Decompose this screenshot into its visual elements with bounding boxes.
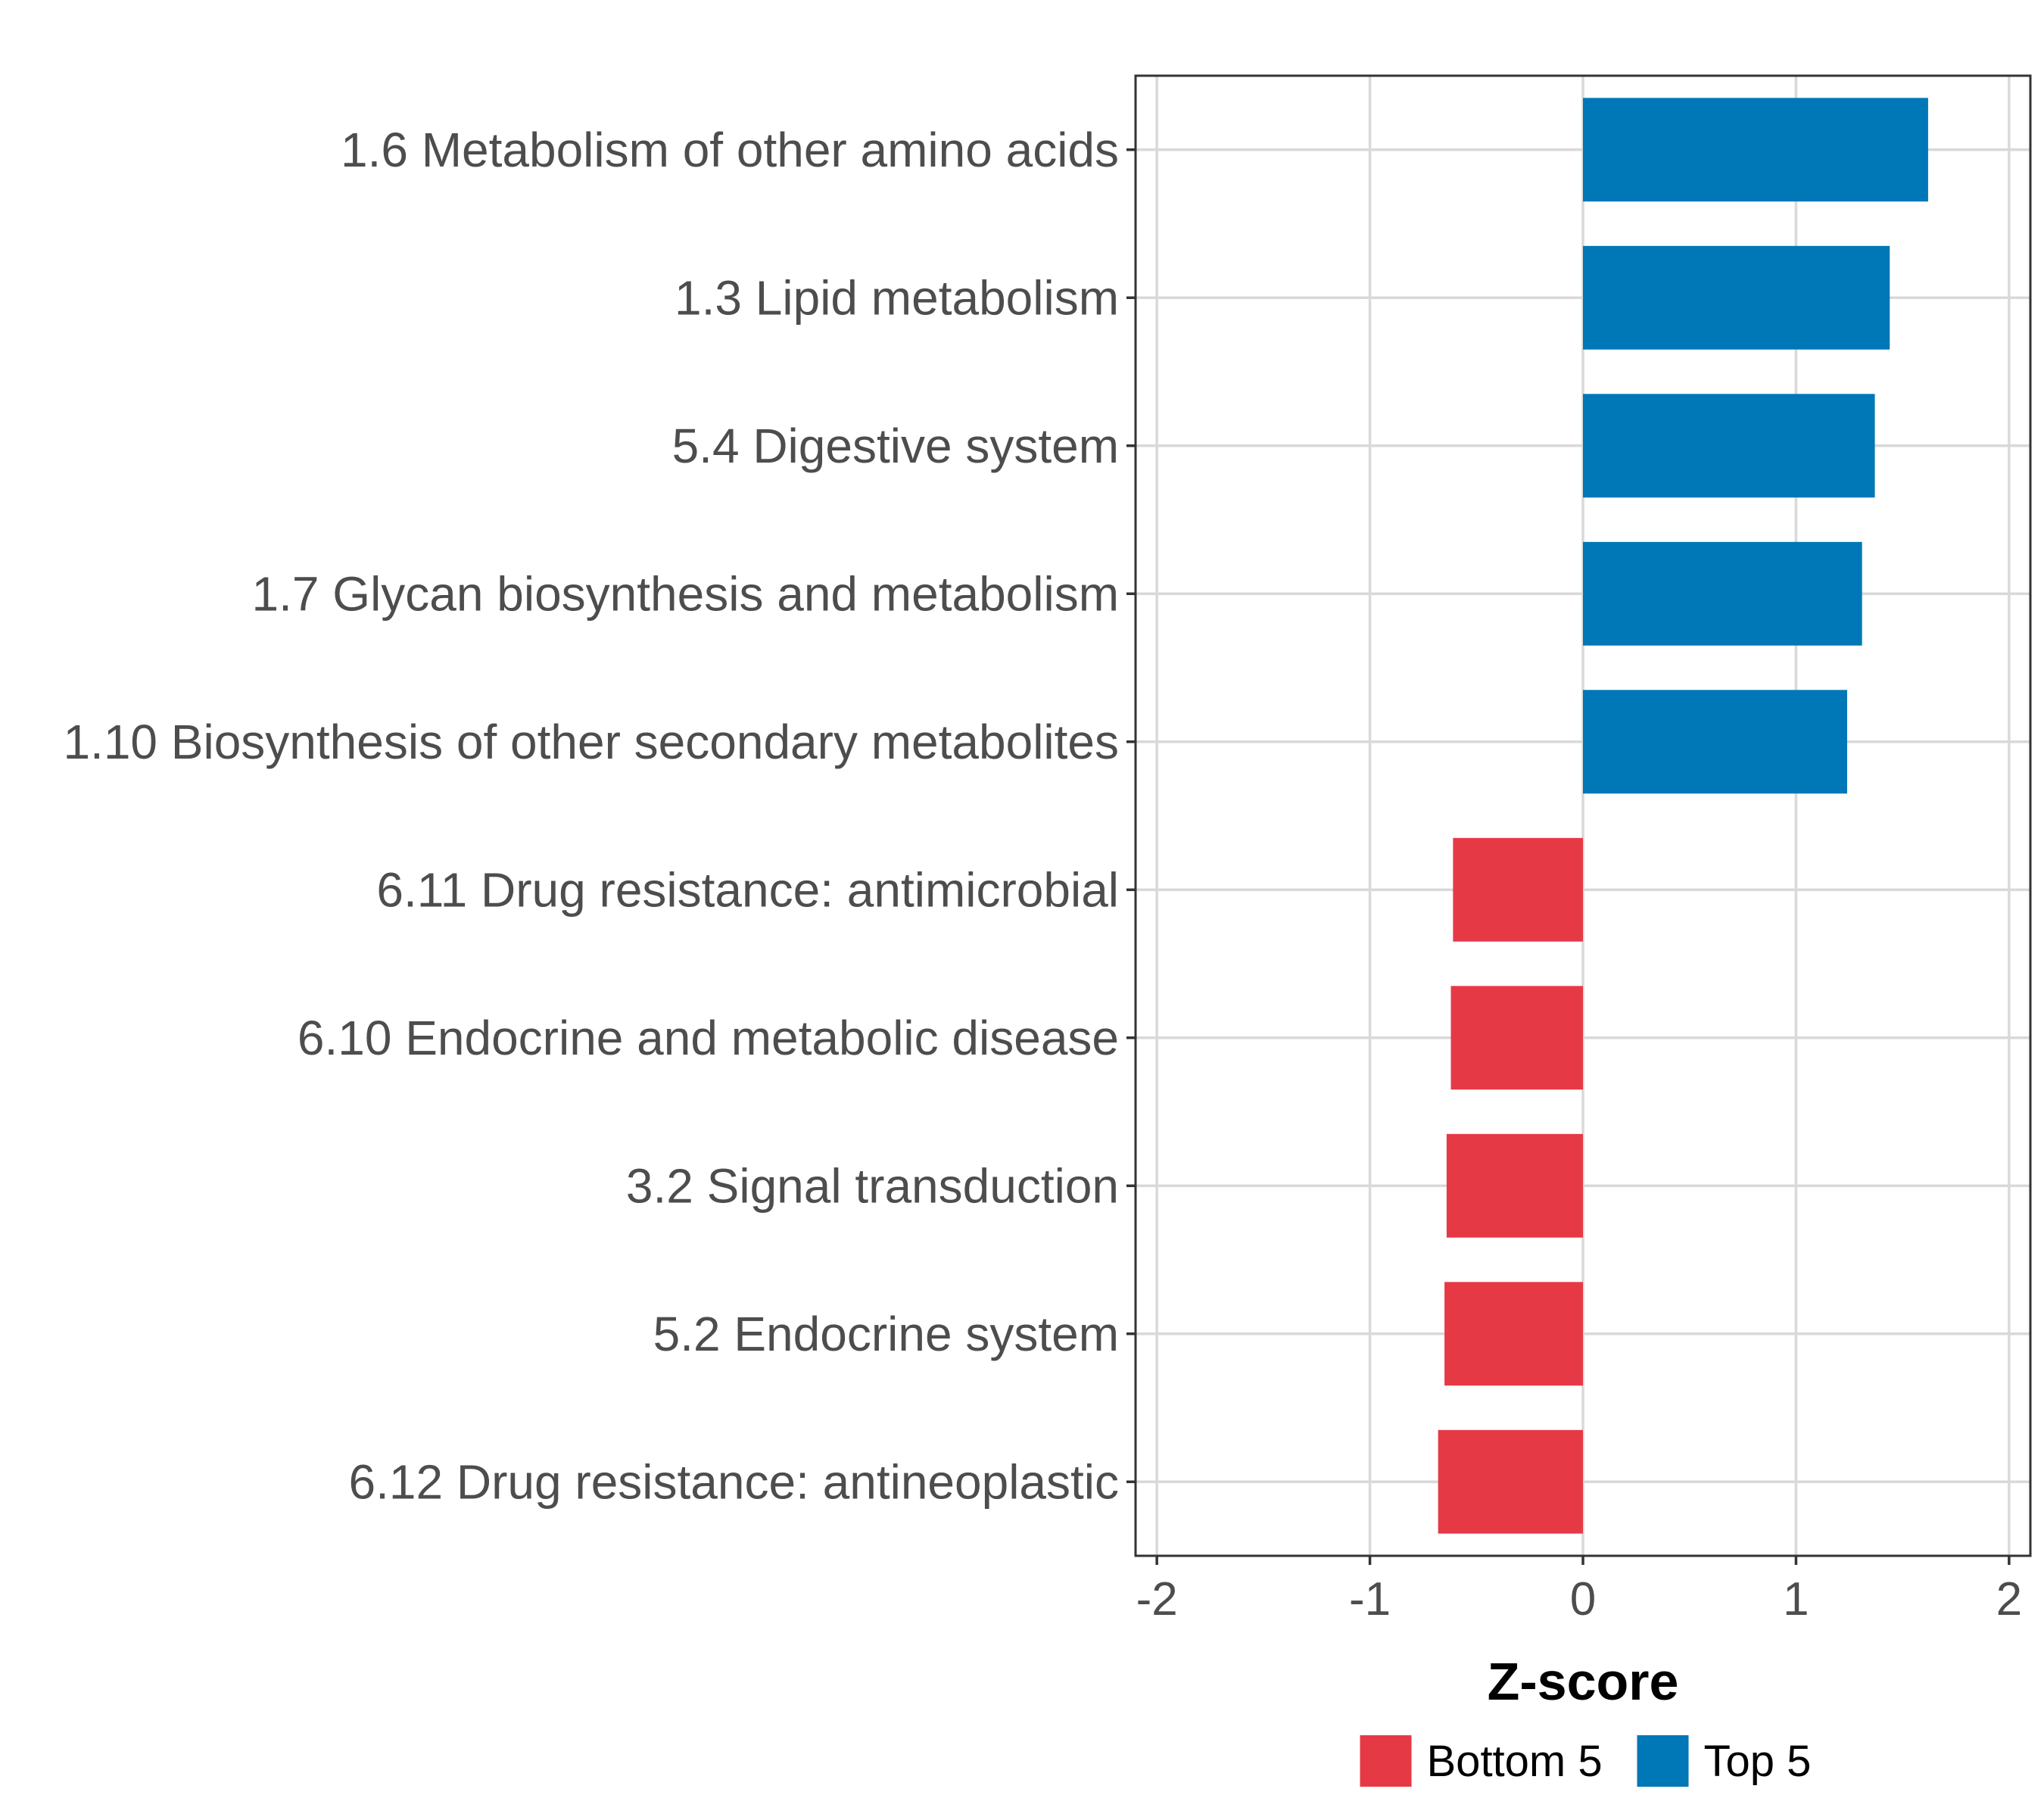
legend: Bottom 5 Top 5 xyxy=(1360,1735,1812,1787)
y-axis: 1.6 Metabolism of other amino acids 1.3 L… xyxy=(63,123,1136,1509)
legend-label-1: Bottom 5 xyxy=(1427,1737,1603,1786)
legend-swatch-1 xyxy=(1360,1735,1412,1787)
category-label: 6.10 Endocrine and metabolic disease xyxy=(298,1011,1119,1065)
category-label: 6.11 Drug resistance: antimicrobial xyxy=(376,862,1119,917)
bars xyxy=(1438,98,1928,1534)
bar-8 xyxy=(1446,1133,1583,1238)
bar-4 xyxy=(1583,541,1862,646)
legend-swatch-2 xyxy=(1637,1735,1689,1787)
legend-label-2: Top 5 xyxy=(1704,1737,1812,1786)
bar-1 xyxy=(1583,98,1928,202)
x-tick-label: 2 xyxy=(1996,1573,2022,1625)
category-label: 1.6 Metabolism of other amino acids xyxy=(341,123,1119,177)
x-axis-title: Z-score xyxy=(1488,1652,1679,1711)
x-tick-label: 0 xyxy=(1570,1573,1596,1625)
bar-5 xyxy=(1583,690,1847,794)
category-label: 6.12 Drug resistance: antineoplastic xyxy=(349,1454,1119,1509)
category-label: 1.3 Lipid metabolism xyxy=(675,270,1119,325)
x-tick-label: -2 xyxy=(1136,1573,1178,1625)
x-axis: -2 -1 0 1 2 xyxy=(1136,1556,2022,1625)
category-label: 5.2 Endocrine system xyxy=(653,1307,1119,1361)
x-tick-label: 1 xyxy=(1783,1573,1809,1625)
category-label: 3.2 Signal transduction xyxy=(626,1158,1119,1213)
bar-9 xyxy=(1444,1282,1583,1386)
category-label: 1.7 Glycan biosynthesis and metabolism xyxy=(252,566,1119,621)
x-tick-label: -1 xyxy=(1349,1573,1391,1625)
bar-7 xyxy=(1450,986,1583,1090)
bar-6 xyxy=(1453,837,1583,942)
bar-2 xyxy=(1583,245,1890,350)
bar-10 xyxy=(1438,1429,1583,1534)
category-label: 1.10 Biosynthesis of other secondary met… xyxy=(63,715,1119,769)
category-label: 5.4 Digestive system xyxy=(672,419,1119,473)
bar-3 xyxy=(1583,394,1875,498)
